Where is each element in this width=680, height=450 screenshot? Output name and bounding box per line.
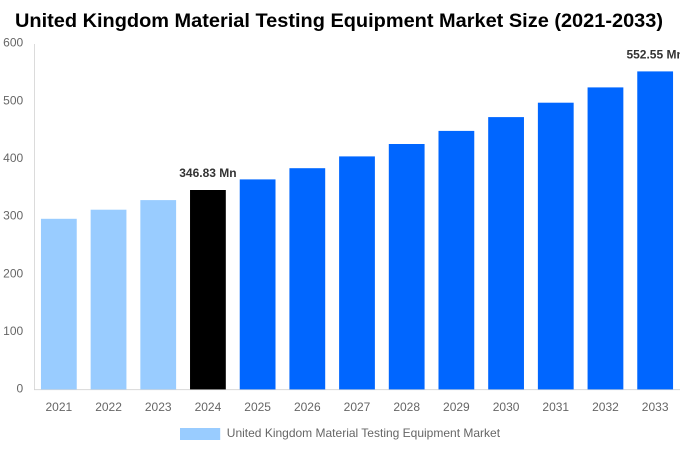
svg-text:2023: 2023 — [145, 400, 172, 414]
svg-text:2021: 2021 — [45, 400, 72, 414]
svg-text:2025: 2025 — [244, 400, 271, 414]
svg-text:2027: 2027 — [344, 400, 371, 414]
svg-text:600: 600 — [3, 36, 23, 50]
svg-text:2029: 2029 — [443, 400, 470, 414]
svg-text:United Kingdom Material Testin: United Kingdom Material Testing Equipmen… — [15, 10, 663, 32]
svg-text:300: 300 — [3, 209, 23, 223]
svg-text:2022: 2022 — [95, 400, 122, 414]
svg-text:2024: 2024 — [195, 400, 222, 414]
svg-text:2031: 2031 — [542, 400, 569, 414]
svg-text:United Kingdom Material Testin: United Kingdom Material Testing Equipmen… — [227, 426, 501, 440]
svg-text:500: 500 — [3, 93, 23, 107]
svg-text:400: 400 — [3, 151, 23, 165]
svg-text:100: 100 — [3, 324, 23, 338]
svg-text:552.55 Mn: 552.55 Mn — [626, 48, 680, 62]
svg-text:200: 200 — [3, 266, 23, 280]
svg-text:346.83 Mn: 346.83 Mn — [179, 166, 236, 180]
svg-text:0: 0 — [17, 382, 24, 396]
svg-text:2028: 2028 — [393, 400, 420, 414]
svg-text:2026: 2026 — [294, 400, 321, 414]
svg-text:2033: 2033 — [642, 400, 669, 414]
svg-text:2030: 2030 — [493, 400, 520, 414]
svg-text:2032: 2032 — [592, 400, 619, 414]
